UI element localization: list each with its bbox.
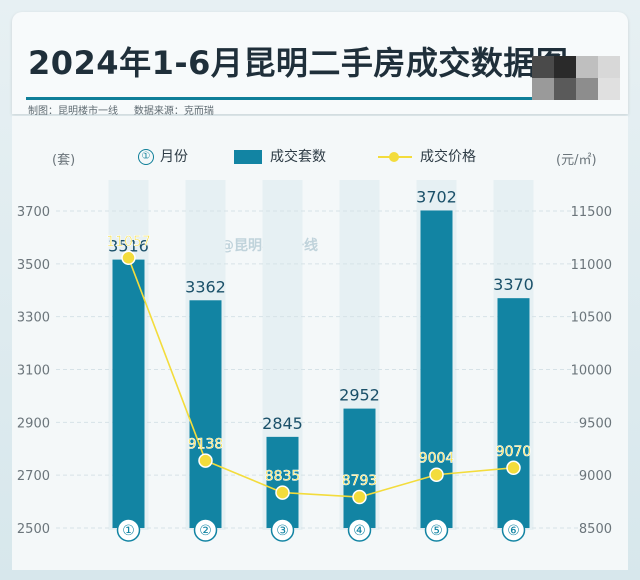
y-tick-right: 9000 <box>579 469 612 484</box>
legend-line: 成交价格 <box>378 146 476 166</box>
x-tick-label: ② <box>199 523 212 539</box>
subtitle-line: 制图：昆明楼市一线 数据来源：克而瑞 <box>28 102 214 117</box>
header-panel: 2024年1-6月昆明二手房成交数据图 制图：昆明楼市一线 数据来源：克而瑞 <box>12 12 628 117</box>
category-badge <box>193 518 218 542</box>
chart-title: 2024年1-6月昆明二手房成交数据图 <box>28 44 569 82</box>
y-tick-left: 3100 <box>17 364 50 379</box>
price-line <box>127 257 514 498</box>
source-label: 数据来源： <box>133 106 184 117</box>
y-tick-left: 3300 <box>17 311 50 326</box>
mosaic-block <box>576 56 598 78</box>
source-value: 克而瑞 <box>183 106 214 117</box>
bar-value-label: 2845 <box>262 414 303 433</box>
y-tick-left: 2900 <box>17 416 50 431</box>
bar <box>189 300 222 528</box>
legend-line-label: 成交价格 <box>420 149 476 165</box>
bar <box>266 436 299 528</box>
price-point <box>198 453 213 468</box>
price-point <box>429 467 444 482</box>
price-value-label: 11057 <box>106 234 151 250</box>
legend: ① 月份 成交套数 成交价格 <box>0 142 640 172</box>
mosaic-block <box>598 78 620 100</box>
legend-month: ① 月份 <box>138 146 188 166</box>
x-tick-label: ① <box>122 523 135 539</box>
y-tick-left: 2500 <box>17 522 50 537</box>
price-value-label: 9070 <box>496 444 532 460</box>
bar-value-label: 2952 <box>339 386 380 405</box>
y-tick-right: 10000 <box>571 364 612 379</box>
y-tick-right: 8500 <box>579 522 612 537</box>
bar-swatch-icon <box>234 150 262 164</box>
bar <box>112 259 145 528</box>
y-tick-left: 3500 <box>17 258 50 273</box>
mosaic-block <box>576 78 598 100</box>
category-badge <box>501 518 526 542</box>
bar <box>497 298 530 528</box>
y-tick-right: 11500 <box>571 205 612 220</box>
legend-bars: 成交套数 <box>234 146 326 166</box>
mosaic-block <box>554 56 576 78</box>
category-badge <box>424 518 449 542</box>
price-point <box>506 460 521 476</box>
y-axis-label-left: (套) <box>52 152 75 168</box>
maker-label: 制图： <box>28 106 58 117</box>
y-tick-right: 9500 <box>579 416 612 431</box>
bar <box>343 408 376 528</box>
y-tick-right: 11000 <box>571 258 612 273</box>
mosaic-block <box>532 78 554 100</box>
mosaic-block <box>554 78 576 100</box>
category-badge <box>270 518 295 542</box>
price-point <box>275 485 290 500</box>
price-value-label: 9004 <box>419 451 455 467</box>
x-tick-label: ⑥ <box>507 523 520 539</box>
y-tick-left: 3700 <box>17 205 50 220</box>
y-tick-left: 2700 <box>17 469 50 484</box>
x-tick-label: ③ <box>276 523 289 539</box>
price-value-label: 9138 <box>188 437 224 453</box>
month-circle-icon: ① <box>138 149 154 165</box>
price-point <box>352 489 367 505</box>
bar-value-label: 3516 <box>108 237 149 256</box>
price-value-label: 8835 <box>265 469 301 485</box>
y-axis-label-right: (元/㎡) <box>556 153 597 168</box>
bar-value-label: 3362 <box>185 277 226 296</box>
legend-month-label: 月份 <box>160 149 188 165</box>
legend-bars-label: 成交套数 <box>270 149 326 165</box>
y-tick-right: 10500 <box>571 311 612 326</box>
line-swatch-icon <box>378 149 412 165</box>
bar-value-label: 3370 <box>493 275 534 294</box>
price-value-label: 8793 <box>342 473 378 489</box>
subtitle-divider <box>26 97 606 100</box>
maker-value: 昆明楼市一线 <box>58 106 118 117</box>
bar-value-label: 3702 <box>416 187 457 206</box>
x-tick-label: ④ <box>353 523 366 539</box>
mosaic-block <box>532 56 554 78</box>
price-point <box>121 250 136 266</box>
x-tick-label: ⑤ <box>430 523 443 539</box>
category-badge <box>347 518 372 542</box>
category-badge <box>116 518 141 542</box>
mosaic-block <box>598 56 620 78</box>
